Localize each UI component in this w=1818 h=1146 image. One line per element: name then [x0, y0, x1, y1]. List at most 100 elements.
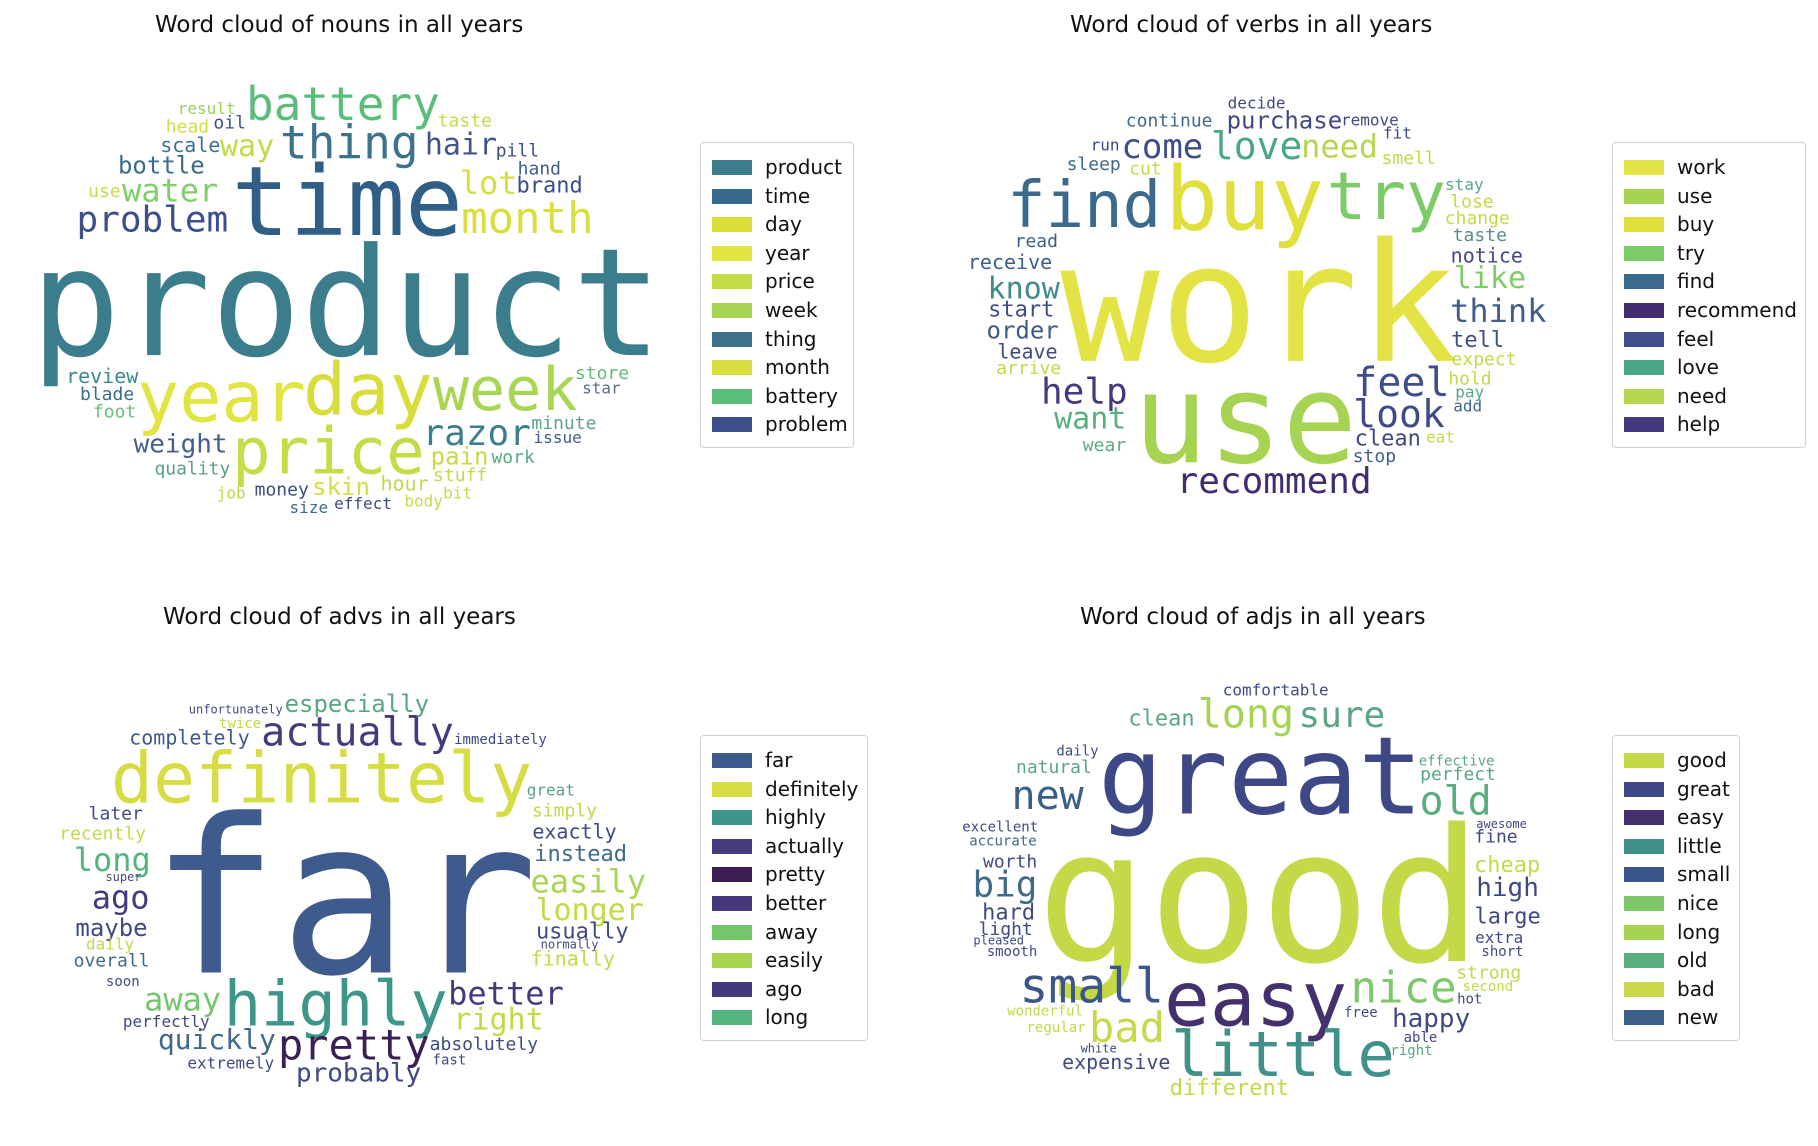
legend-swatch	[1624, 245, 1664, 261]
cloud-word: pain	[431, 442, 489, 470]
cloud-word: oil	[213, 113, 246, 134]
cloud-word: problem	[76, 200, 228, 241]
cloud-word: hour	[380, 472, 428, 496]
cloud-word: longer	[535, 893, 643, 928]
legend-item: easy	[1613, 802, 1739, 832]
cloud-word: definitely	[111, 737, 532, 819]
legend-label: easily	[765, 948, 823, 973]
cloud-word: short	[1481, 944, 1523, 960]
legend-swatch	[712, 810, 752, 826]
legend-item: ago	[701, 974, 867, 1004]
legend-item: actually	[701, 831, 867, 861]
legend-label: problem	[765, 412, 848, 437]
legend-item: highly	[701, 802, 867, 832]
legend-swatch	[1624, 217, 1664, 233]
cloud-word: accurate	[969, 834, 1036, 850]
cloud-word: continue	[1126, 110, 1213, 131]
legend-swatch	[1624, 388, 1664, 404]
cloud-word: taste	[438, 111, 492, 132]
cloud-word: great	[527, 781, 575, 800]
cloud-word: recently	[59, 824, 146, 845]
cloud-word: think	[1450, 292, 1546, 330]
cloud-word: awesome	[1476, 817, 1527, 831]
legend-swatch	[1624, 867, 1664, 883]
legend-label: month	[765, 355, 830, 380]
cloud-word: star	[582, 378, 621, 397]
legend-swatch	[1624, 838, 1664, 854]
legend-swatch	[1624, 160, 1664, 175]
cloud-word: bit	[443, 484, 472, 503]
cloud-word: hard	[982, 900, 1035, 925]
cloud-word: look	[1353, 392, 1445, 436]
legend-item: try	[1613, 238, 1805, 268]
cloud-word: feel	[1353, 360, 1449, 406]
cloud-word: cut	[1129, 159, 1162, 180]
chart-title: Word cloud of verbs in all years	[1070, 12, 1433, 38]
chart-title: Word cloud of adjs in all years	[1080, 604, 1426, 630]
cloud-word: usually	[536, 920, 629, 945]
cloud-word: super	[105, 870, 141, 884]
legend-label: good	[1677, 748, 1727, 772]
legend-label: day	[765, 212, 802, 237]
cloud-word: tell	[1451, 328, 1504, 353]
cloud-word: weight	[134, 430, 228, 460]
cloud-word: sure	[1299, 695, 1386, 736]
legend-item: easily	[701, 945, 867, 975]
cloud-word: expensive	[1062, 1050, 1170, 1074]
chart-title: Word cloud of advs in all years	[163, 604, 516, 630]
cloud-word: job	[217, 483, 246, 502]
cloud-word: use	[88, 181, 121, 202]
cloud-word: scale	[160, 133, 220, 157]
cloud-word: effective	[1419, 754, 1495, 770]
cloud-word: year	[137, 357, 306, 439]
cloud-word: away	[144, 981, 221, 1019]
cloud-word: twice	[219, 716, 261, 732]
cloud-word: bottle	[118, 152, 205, 180]
legend-item: feel	[1613, 324, 1805, 354]
cloud-word: pill	[496, 141, 539, 162]
cloud-word: finally	[531, 946, 615, 970]
cloud-word: especially	[285, 690, 430, 718]
cloud-word: skin	[312, 473, 370, 501]
legend-label: year	[765, 240, 810, 265]
cloud-word: actually	[261, 709, 454, 755]
legend-item: new	[1613, 1002, 1739, 1032]
legend-swatch	[1624, 1010, 1664, 1026]
cloud-word: daily	[1056, 744, 1098, 760]
legend-swatch	[712, 1010, 752, 1026]
legend-label: work	[1677, 155, 1726, 179]
cloud-word: order	[987, 317, 1059, 345]
legend-label: week	[765, 298, 818, 322]
cloud-word: completely	[129, 725, 249, 749]
cloud-word: smell	[1382, 148, 1436, 169]
legend-item: time	[701, 181, 853, 211]
cloud-word: white	[1081, 1041, 1117, 1055]
cloud-word: try	[1327, 158, 1446, 235]
cloud-word: good	[1037, 789, 1483, 1005]
cloud-word: like	[1454, 261, 1526, 296]
legend-item: pretty	[701, 859, 867, 889]
legend-swatch	[1624, 417, 1664, 433]
cloud-word: great	[1098, 714, 1423, 839]
cloud-word: exactly	[532, 820, 616, 844]
legend-label: definitely	[765, 776, 859, 801]
legend-item: old	[1613, 945, 1739, 975]
cloud-word: better	[448, 974, 564, 1012]
cloud-word: work	[491, 447, 535, 468]
legend-swatch	[712, 274, 752, 290]
cloud-word: brand	[516, 173, 582, 198]
cloud-word: water	[122, 172, 218, 210]
cloud-word: nice	[1351, 963, 1457, 1014]
cloud-word: remove	[1341, 111, 1399, 130]
legend-label: love	[1677, 355, 1719, 380]
cloud-word: minute	[531, 413, 596, 434]
cloud-word: clean	[1355, 427, 1421, 452]
cloud-word: hold	[1448, 369, 1491, 390]
cloud-word: old	[1419, 778, 1491, 824]
cloud-word: effect	[334, 494, 392, 513]
legend-item: problem	[701, 409, 853, 439]
legend-swatch	[712, 360, 752, 376]
cloud-word: receive	[968, 250, 1052, 274]
